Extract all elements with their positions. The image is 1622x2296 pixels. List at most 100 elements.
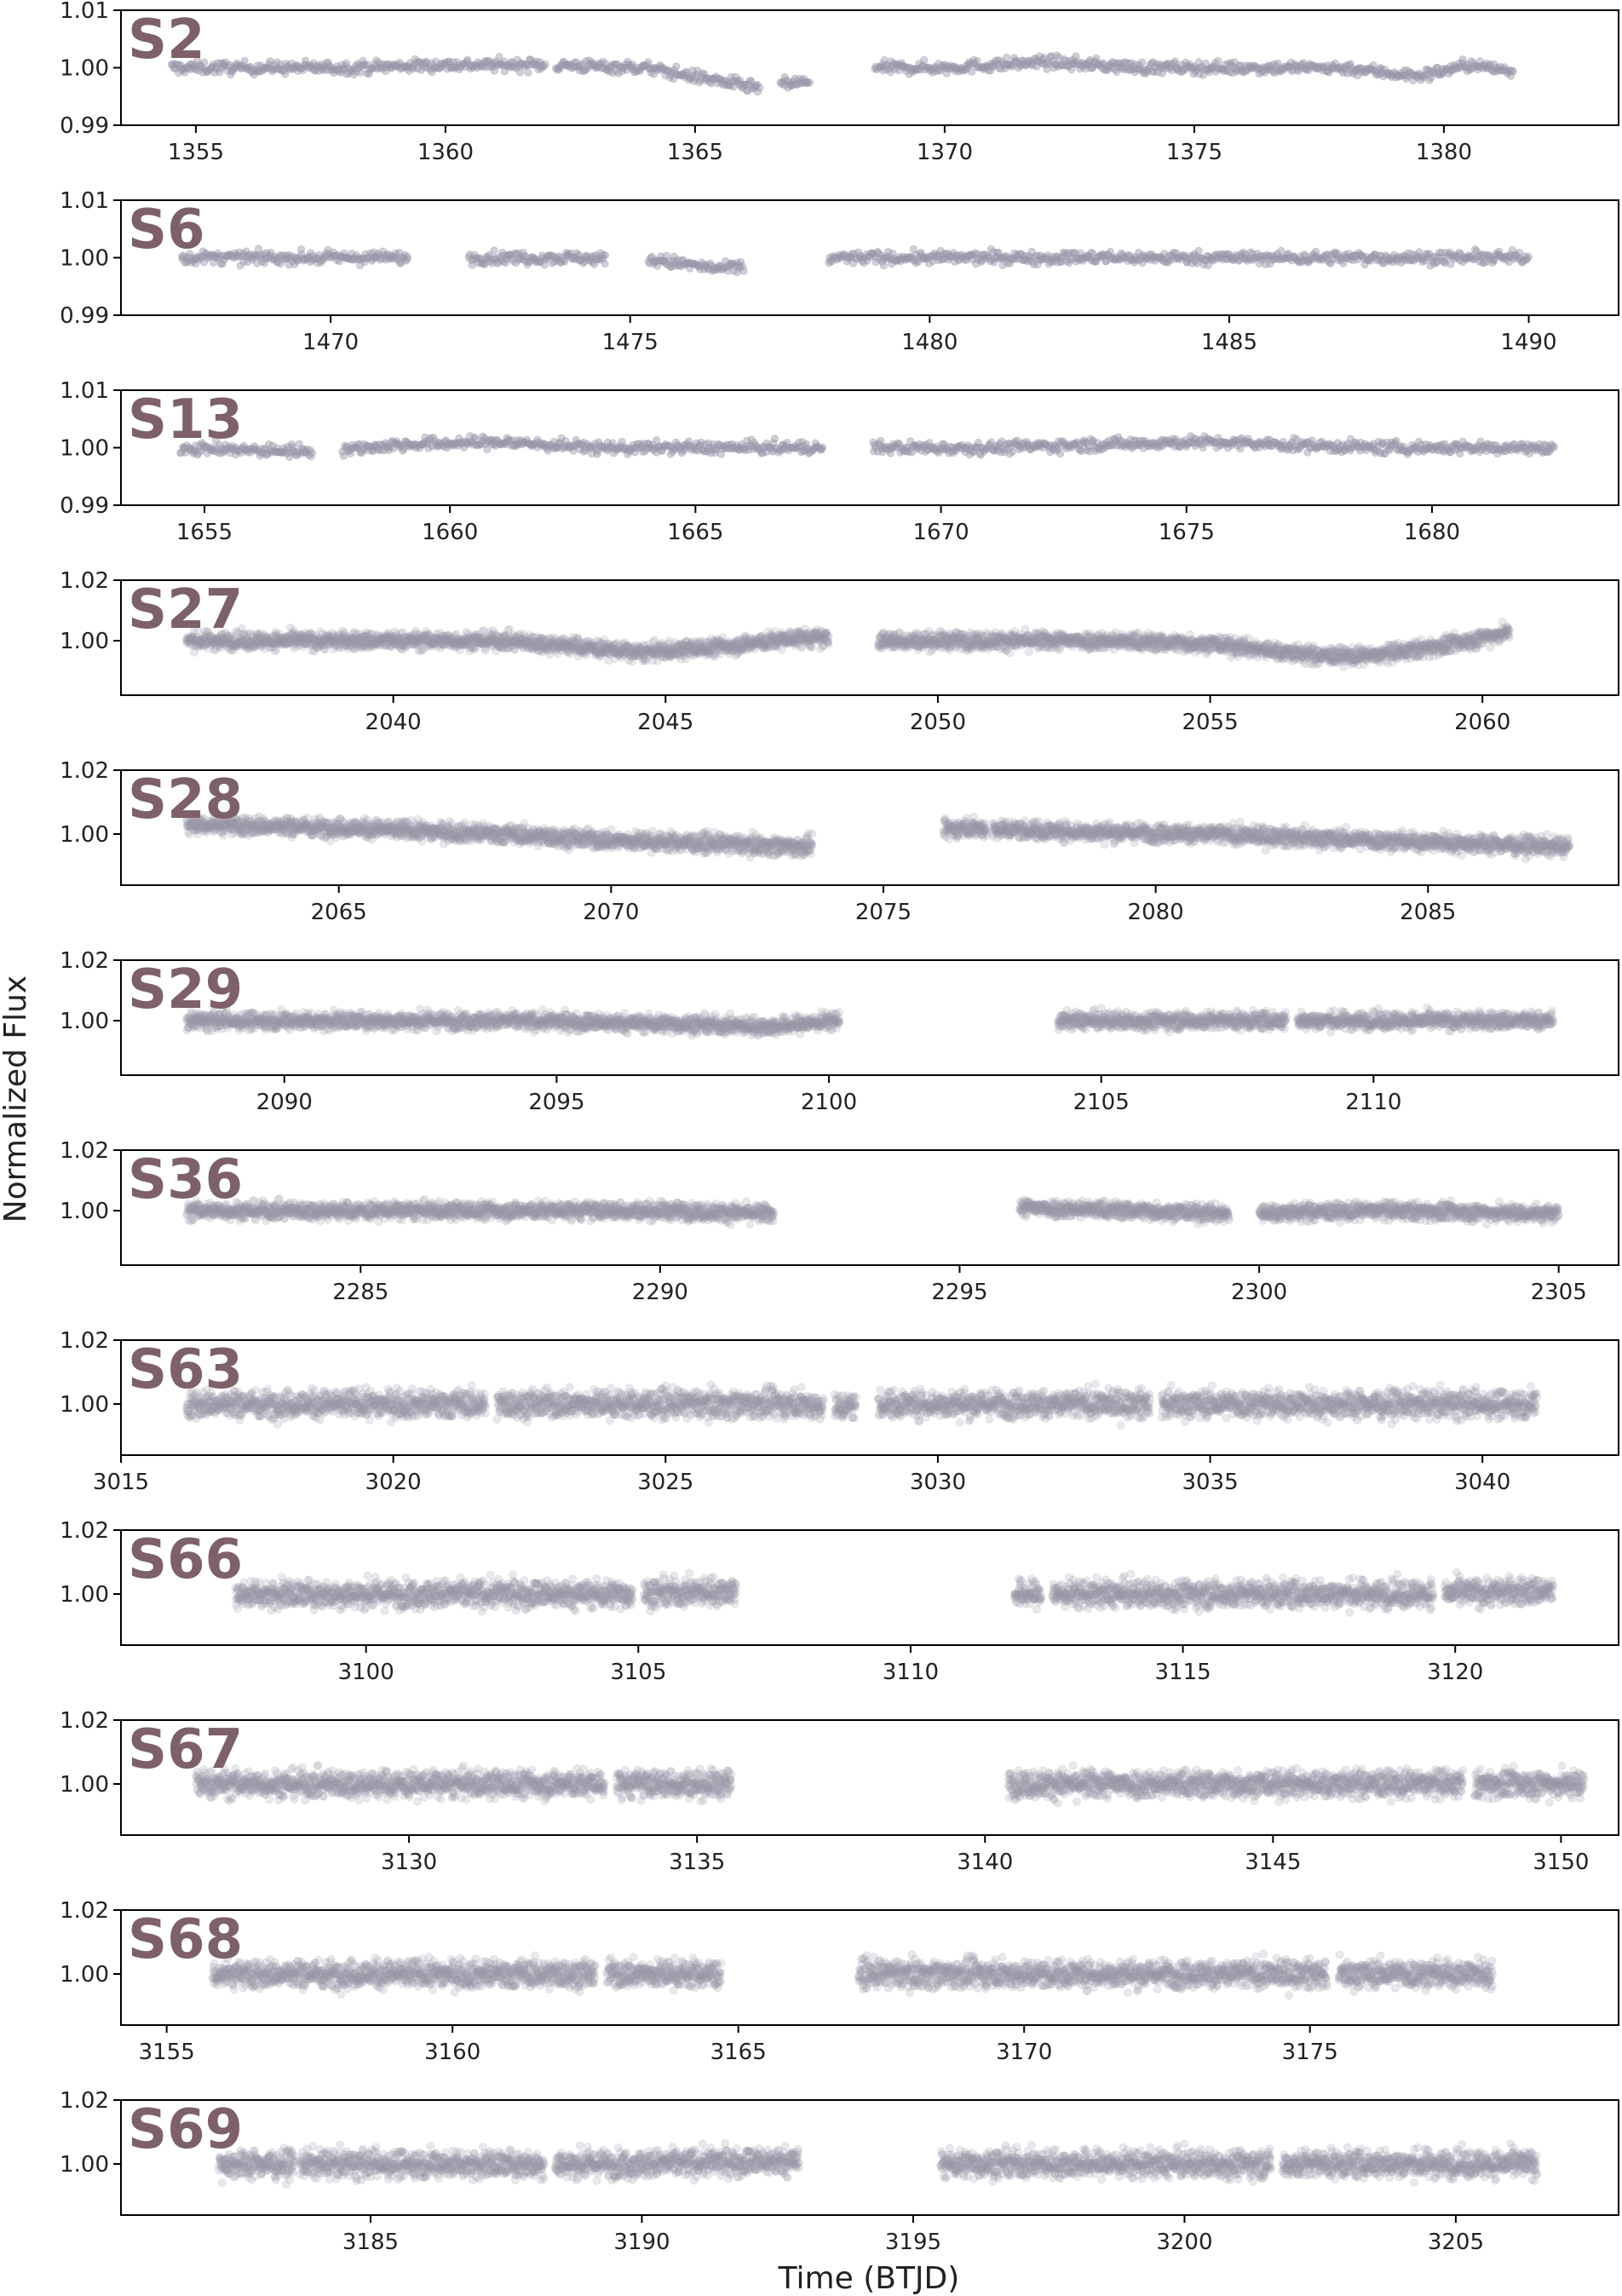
data-point — [635, 440, 644, 448]
data-point — [279, 250, 287, 260]
data-point — [720, 264, 728, 273]
data-point — [349, 443, 358, 452]
data-point — [298, 64, 307, 72]
data-point — [739, 267, 748, 275]
data-point — [358, 61, 367, 71]
data-point — [753, 88, 762, 96]
data-point — [1150, 440, 1159, 448]
data-point — [613, 443, 622, 452]
data-point — [421, 433, 429, 442]
data-point — [1189, 439, 1198, 447]
data-point — [676, 71, 685, 79]
data-point — [998, 261, 1007, 269]
data-point — [358, 448, 366, 457]
data-point — [1141, 437, 1150, 446]
data-point — [401, 62, 410, 71]
data-point — [892, 443, 900, 452]
data-point — [873, 447, 883, 456]
data-point — [745, 77, 754, 85]
data-point — [1304, 258, 1313, 267]
data-point — [933, 250, 941, 259]
data-point — [676, 262, 686, 271]
data-point — [530, 60, 539, 69]
data-point — [1117, 249, 1125, 258]
data-point — [963, 251, 971, 260]
data-point — [220, 630, 229, 638]
data-point — [655, 442, 664, 451]
data-point — [218, 259, 227, 268]
data-point — [448, 62, 457, 72]
data-point — [969, 55, 978, 65]
data-point — [929, 68, 937, 77]
data-point — [1248, 64, 1257, 72]
data-point — [701, 440, 710, 449]
data-point — [381, 253, 389, 262]
data-point — [1001, 251, 1009, 261]
data-point — [1410, 443, 1418, 452]
data-point — [1366, 64, 1374, 72]
data-point — [580, 252, 590, 261]
data-point — [261, 446, 269, 454]
data-point — [486, 435, 495, 444]
data-point — [685, 258, 693, 267]
data-point — [640, 440, 648, 448]
data-point — [1142, 66, 1151, 74]
data-point — [847, 252, 855, 261]
data-point — [1188, 63, 1197, 72]
data-point — [1085, 254, 1094, 262]
data-point — [516, 59, 525, 67]
data-point — [1446, 248, 1454, 257]
data-point — [862, 250, 871, 259]
data-point — [618, 437, 626, 446]
data-point — [886, 68, 895, 77]
data-point — [950, 62, 958, 71]
data-point — [1282, 63, 1291, 72]
data-point — [1056, 61, 1065, 70]
data-point — [1343, 253, 1352, 262]
data-point — [509, 59, 517, 67]
data-point — [1537, 444, 1545, 452]
data-point — [1046, 52, 1055, 61]
data-point — [1026, 445, 1034, 453]
data-point — [1010, 437, 1020, 446]
data-point — [523, 260, 532, 269]
data-point — [649, 259, 659, 268]
data-point — [762, 439, 771, 448]
data-point — [1320, 443, 1330, 452]
data-point — [948, 443, 957, 452]
data-point — [721, 77, 730, 85]
data-point — [709, 440, 717, 449]
data-point — [228, 441, 237, 451]
data-point — [464, 439, 473, 447]
data-point — [1228, 441, 1236, 450]
data-point — [208, 638, 217, 647]
data-point — [1498, 445, 1506, 454]
data-point — [263, 450, 272, 458]
data-point — [292, 60, 301, 70]
data-point — [469, 60, 479, 70]
data-point — [1272, 61, 1281, 71]
data-point — [714, 440, 722, 448]
data-point — [1285, 254, 1294, 262]
data-point — [1297, 258, 1305, 267]
data-point — [1375, 441, 1383, 451]
data-point — [259, 449, 267, 457]
data-point — [896, 257, 905, 266]
x-tick-label: 1365 — [667, 140, 723, 165]
data-point — [490, 246, 498, 255]
data-point — [420, 63, 429, 72]
data-point — [557, 434, 566, 442]
data-point — [1430, 252, 1439, 261]
data-point — [233, 446, 242, 455]
data-point — [927, 252, 935, 262]
data-point — [324, 58, 333, 67]
data-point — [1174, 254, 1182, 262]
data-point — [1332, 64, 1340, 73]
data-point — [474, 258, 482, 268]
data-point — [530, 254, 538, 262]
data-point — [405, 66, 413, 75]
data-point — [864, 252, 872, 261]
data-point — [583, 64, 592, 72]
data-point — [562, 60, 572, 69]
data-point — [388, 437, 396, 446]
